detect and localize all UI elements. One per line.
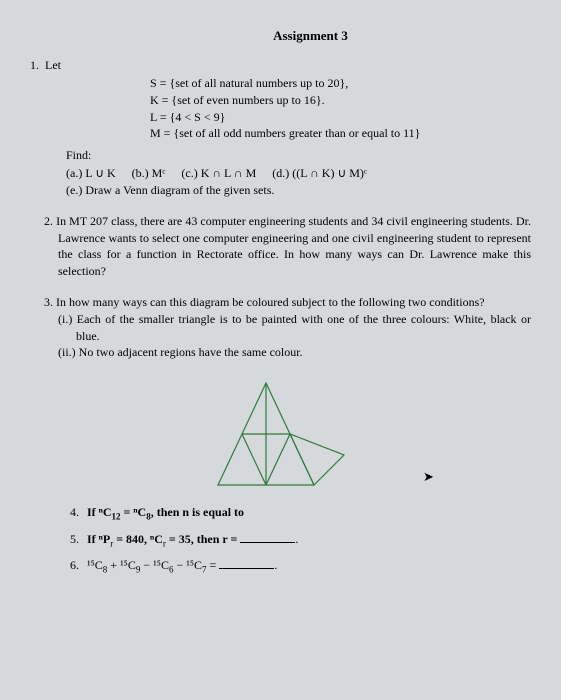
q4: 4. If ⁿC12 = ⁿC8, then n is equal to xyxy=(70,505,531,521)
q3-number: 3. xyxy=(44,295,53,309)
q3: 3. In how many ways can this diagram be … xyxy=(44,294,531,311)
q3-i: (i.) Each of the smaller triangle is to … xyxy=(58,311,531,345)
q1-options: (a.) L ∪ K (b.) Mᶜ (c.) K ∩ L ∩ M (d.) (… xyxy=(66,165,531,199)
q1-intro: 1. Let xyxy=(30,58,531,73)
q2-text: In MT 207 class, there are 43 computer e… xyxy=(56,214,531,278)
q4-num: 4. xyxy=(70,505,79,520)
q1-number: 1. xyxy=(30,58,39,72)
q4-body: If ⁿC12 = ⁿC8, then n is equal to xyxy=(87,505,244,521)
def-m: M = {set of all odd numbers greater than… xyxy=(150,125,531,142)
q1-d: (d.) ((L ∩ K) ∪ M)ᶜ xyxy=(272,165,367,182)
q3-text: In how many ways can this diagram be col… xyxy=(56,295,485,309)
def-l: L = {4 < S < 9} xyxy=(150,109,531,126)
def-k: K = {set of even numbers up to 16}. xyxy=(150,92,531,109)
q1-c: (c.) K ∩ L ∩ M xyxy=(181,165,256,182)
q6-body: ¹⁵C8 + ¹⁵C9 − ¹⁵C6 − ¹⁵C7 = . xyxy=(87,558,277,574)
assignment-title: Assignment 3 xyxy=(30,28,531,44)
blank xyxy=(219,559,274,569)
blank xyxy=(240,533,295,543)
assignment-body: 1. Let S = {set of all natural numbers u… xyxy=(30,58,531,574)
q5-num: 5. xyxy=(70,532,79,547)
q2-number: 2. xyxy=(44,214,53,228)
q1-e: (e.) Draw a Venn diagram of the given se… xyxy=(66,182,531,199)
q1-find: Find: xyxy=(66,148,531,163)
q5: 5. If ⁿPr = 840, ⁿCr = 35, then r = . xyxy=(70,532,531,548)
q6: 6. ¹⁵C8 + ¹⁵C9 − ¹⁵C6 − ¹⁵C7 = . xyxy=(70,558,531,574)
q1-definitions: S = {set of all natural numbers up to 20… xyxy=(150,75,531,142)
def-s: S = {set of all natural numbers up to 20… xyxy=(150,75,531,92)
q3-ii: (ii.) No two adjacent regions have the s… xyxy=(58,344,531,361)
q6-num: 6. xyxy=(70,558,79,573)
q1-let: Let xyxy=(45,58,61,72)
q5-body: If ⁿPr = 840, ⁿCr = 35, then r = . xyxy=(87,532,298,548)
q1-b: (b.) Mᶜ xyxy=(132,165,166,182)
cursor-icon: ➤ xyxy=(423,469,434,485)
triangle-diagram xyxy=(206,375,356,495)
q2: 2. In MT 207 class, there are 43 compute… xyxy=(44,213,531,280)
q1-a: (a.) L ∪ K xyxy=(66,165,116,182)
